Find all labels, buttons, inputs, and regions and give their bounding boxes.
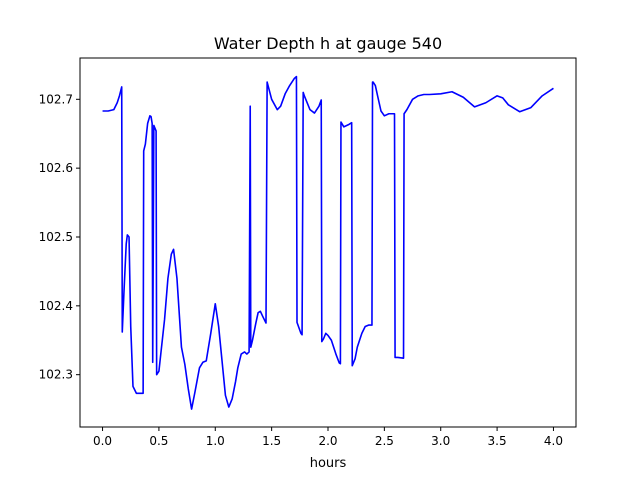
chart-title: Water Depth h at gauge 540 [214, 34, 442, 53]
x-tick-label: 2.0 [318, 434, 337, 448]
x-tick-label: 3.0 [431, 434, 450, 448]
x-tick-label: 3.5 [488, 434, 507, 448]
x-tick-label: 0.0 [93, 434, 112, 448]
x-axis-label: hours [310, 456, 347, 471]
x-tick-label: 0.5 [149, 434, 168, 448]
x-tick-label: 2.5 [375, 434, 394, 448]
y-tick-label: 102.6 [39, 161, 73, 175]
x-tick-label: 1.0 [206, 434, 225, 448]
ticks: 0.0 0.5 1.0 1.5 2.0 2.5 3.0 3.5 4.0 102.3 102.4 102… [39, 92, 563, 448]
x-tick-label: 4.0 [544, 434, 563, 448]
plot-frame [79, 57, 577, 428]
y-tick-label: 102.7 [39, 92, 73, 106]
y-tick-label: 102.5 [39, 230, 73, 244]
y-tick-label: 102.4 [39, 299, 73, 313]
x-tick-label: 1.5 [262, 434, 281, 448]
series-line [102, 75, 554, 410]
series-group [102, 75, 554, 410]
y-tick-label: 102.3 [39, 368, 73, 382]
